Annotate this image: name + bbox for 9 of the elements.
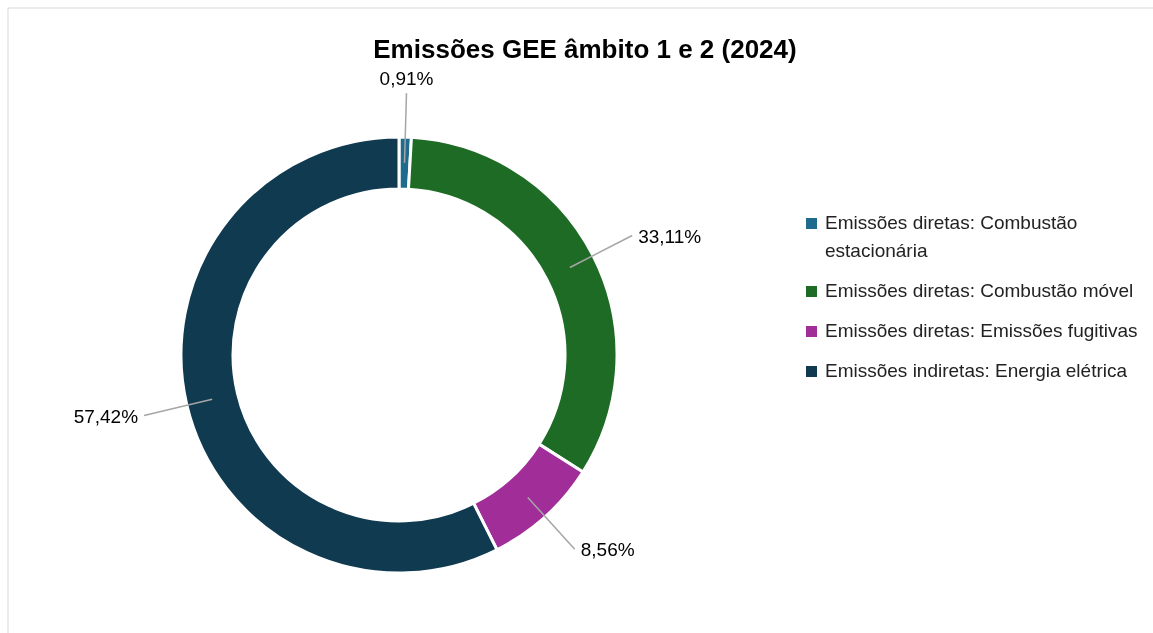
legend-label: Emissões diretas: Emissões fugitivas (825, 320, 1138, 341)
data-label: 0,91% (379, 68, 434, 90)
data-label: 8,56% (580, 539, 635, 561)
data-label: 33,11% (638, 225, 702, 247)
legend-label: Emissões diretas: Combustão móvel (825, 280, 1134, 301)
data-label: 57,42% (73, 405, 139, 427)
chart-title: Emissões GEE âmbito 1 e 2 (2024) (373, 34, 797, 64)
legend-label: Emissões diretas: Combustão estacionária (825, 212, 1078, 261)
legend-label: Emissões indiretas: Energia elétrica (825, 360, 1128, 381)
